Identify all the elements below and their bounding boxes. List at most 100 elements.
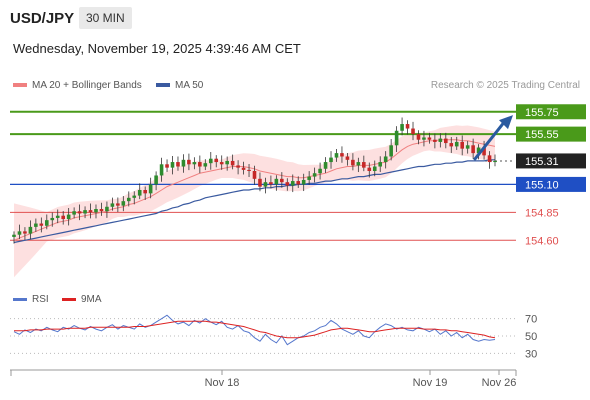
credit-text: Research © 2025 Trading Central	[430, 80, 580, 91]
candle	[296, 181, 301, 185]
candle	[345, 156, 350, 160]
candle	[230, 160, 235, 166]
rsi-ma-swatch	[62, 297, 76, 301]
candle	[323, 162, 328, 169]
candle	[351, 159, 355, 166]
level-tag-1	[516, 126, 586, 142]
candle	[476, 147, 481, 154]
candle	[372, 166, 377, 171]
candle	[39, 223, 44, 226]
candle	[318, 168, 322, 174]
candle	[405, 124, 410, 129]
candle	[247, 169, 251, 171]
forecast-arrow	[473, 119, 507, 161]
support-label-4: 154.85	[525, 207, 559, 219]
candle	[219, 162, 224, 165]
candle	[400, 124, 404, 131]
ma50-line	[13, 159, 495, 244]
timeframe-badge[interactable]: 30 MIN	[79, 7, 132, 29]
candle	[411, 128, 415, 135]
candle	[110, 203, 115, 207]
candle	[307, 176, 311, 180]
candle	[198, 162, 202, 167]
legend-ma20-label: MA 20 + Bollinger Bands	[32, 80, 142, 91]
candle	[105, 206, 109, 212]
candle	[61, 215, 65, 220]
level-label-0: 155.75	[525, 107, 559, 119]
candle	[165, 164, 169, 168]
current-price-tag	[516, 153, 586, 169]
candle	[252, 171, 257, 179]
candle	[389, 145, 393, 157]
legend-rsi: RSI	[13, 294, 49, 305]
candle	[422, 137, 426, 140]
timestamp: Wednesday, November 19, 2025 4:39:46 AM …	[13, 41, 301, 56]
candle	[23, 231, 27, 234]
candle	[280, 178, 284, 183]
candle	[99, 209, 104, 212]
legend-rsi-label: RSI	[32, 294, 49, 305]
legend-ma50: MA 50	[156, 80, 203, 91]
candle	[192, 162, 197, 165]
candle	[340, 153, 344, 157]
candle	[482, 147, 486, 156]
candle	[116, 203, 120, 206]
candle	[258, 178, 262, 187]
level-label-1: 155.55	[525, 129, 559, 141]
candle	[471, 145, 475, 154]
candle	[225, 160, 229, 165]
candle	[154, 175, 158, 185]
candle	[88, 210, 93, 213]
candle	[263, 182, 268, 187]
ma50-swatch	[156, 83, 170, 88]
candle	[170, 162, 175, 168]
candle	[137, 190, 142, 196]
candle	[176, 162, 180, 167]
candle	[181, 159, 186, 167]
candle	[55, 215, 60, 218]
candle	[28, 226, 33, 234]
candle	[17, 231, 22, 235]
candle	[465, 145, 470, 149]
candle	[214, 158, 219, 163]
ma20-swatch	[13, 83, 27, 88]
legend-ma50-label: MA 50	[175, 80, 204, 91]
candle	[203, 163, 208, 167]
candle	[394, 130, 399, 146]
time-tick-label: Nov 26	[482, 377, 517, 389]
rsi-tick-label: 50	[525, 331, 537, 343]
candle	[50, 217, 55, 221]
legend-rsi-ma: 9MA	[62, 294, 102, 305]
candle	[356, 162, 361, 166]
candle	[72, 211, 76, 215]
candle	[66, 214, 71, 220]
level-label-3: 155.10	[525, 179, 559, 191]
candle	[460, 141, 465, 149]
candle	[416, 134, 421, 140]
current-price-label: 155.31	[525, 156, 559, 168]
candle	[334, 153, 339, 158]
candle	[241, 167, 246, 170]
candle	[362, 162, 366, 168]
candle	[285, 182, 290, 186]
rsi-tick-label: 30	[525, 348, 537, 360]
candle	[44, 220, 49, 226]
candle	[312, 173, 317, 177]
bollinger-bands	[14, 125, 495, 278]
candle	[274, 178, 279, 185]
candle	[378, 162, 383, 167]
candle	[427, 137, 432, 140]
level-tag-3	[516, 176, 586, 192]
candle	[487, 155, 492, 163]
candle	[12, 234, 16, 237]
candle	[126, 197, 131, 202]
candle	[367, 167, 372, 171]
candle	[433, 139, 437, 142]
candle	[121, 201, 126, 206]
rsi-tick-label: 70	[525, 314, 537, 326]
time-tick-label: Nov 18	[205, 377, 240, 389]
candle	[444, 138, 448, 144]
candle	[83, 210, 87, 214]
candle	[329, 157, 333, 163]
